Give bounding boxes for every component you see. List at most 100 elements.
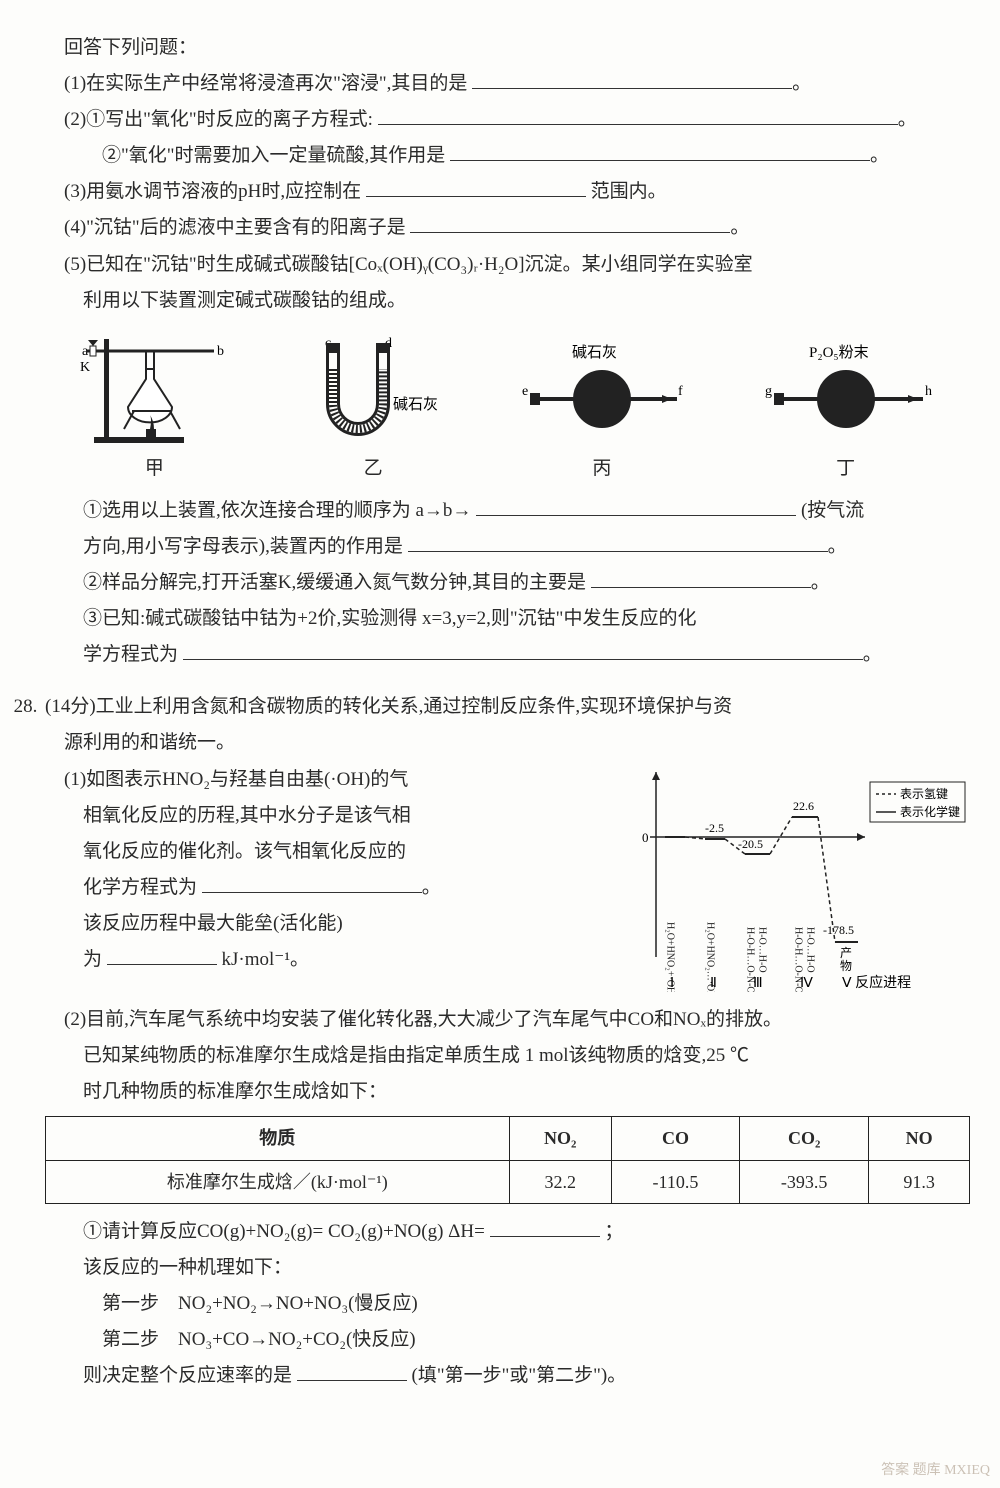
q28-p1f-a: 为 — [83, 949, 102, 970]
q28-text-col: (1)如图表示HNO₂与羟基自由基(·OH)的气 相氧化反应的历程,其中水分子是… — [45, 762, 600, 979]
table-header-row: 物质 NO₂ CO CO₂ NO — [46, 1117, 970, 1160]
apparatus-row: a b K 甲 c d — [45, 329, 970, 487]
svg-text:-20.5: -20.5 — [738, 837, 763, 851]
q28-p1a: (1)如图表示HNO₂与羟基自由基(·OH)的气 — [45, 762, 600, 798]
svg-text:e: e — [522, 384, 528, 399]
q1-blank[interactable] — [472, 66, 792, 89]
energy-chart-svg: E/(kJ·mol⁻¹) 0 表示氢键 表示化学键 H₂O+HNO₂+·OH H… — [610, 762, 970, 992]
svg-text:物: 物 — [840, 959, 852, 973]
q2b: ②"氧化"时需要加入一定量硫酸,其作用是 。 — [45, 138, 970, 174]
svg-text:b: b — [217, 344, 224, 359]
q28-points: (14分) — [45, 696, 96, 717]
q28-p1f: 为 kJ·mol⁻¹。 — [45, 942, 600, 978]
q3-blank[interactable] — [366, 175, 586, 198]
q5-3a: ③已知:碱式碳酸钴中钴为+2价,实验测得 x=3,y=2,则"沉钴"中发生反应的… — [45, 601, 970, 637]
yi-label: 乙 — [364, 451, 383, 487]
svg-text:表示氢键: 表示氢键 — [900, 786, 948, 801]
q5-2-blank[interactable] — [591, 565, 811, 588]
q5-1c-blank[interactable] — [408, 529, 828, 552]
svg-text:-178.5: -178.5 — [823, 923, 854, 937]
q28-p2d-a: ①请计算反应CO(g)+NO₂(g)= CO₂(g)+NO(g) ΔH= — [83, 1221, 485, 1242]
q28-p2e: 该反应的一种机理如下： — [45, 1250, 970, 1286]
svg-text:H-O…H-O: H-O…H-O — [757, 927, 768, 973]
svg-text:产: 产 — [840, 946, 852, 960]
yi-material: 碱石灰 — [393, 396, 438, 413]
energy-chart: E/(kJ·mol⁻¹) 0 表示氢键 表示化学键 H₂O+HNO₂+·OH H… — [610, 762, 970, 1003]
svg-text:H-O…H-O: H-O…H-O — [805, 927, 816, 973]
period: 。 — [863, 644, 882, 665]
q4-text: (4)"沉钴"后的滤液中主要含有的阳离子是 — [64, 217, 406, 238]
period: 。 — [898, 109, 917, 130]
q28-p2d-blank[interactable] — [490, 1214, 600, 1237]
q3b-text: 范围内。 — [591, 181, 667, 202]
val-no: 91.3 — [869, 1160, 970, 1203]
q28-stem1: 28.(14分)工业上利用含氮和含碳物质的转化关系,通过控制反应条件,实现环境保… — [45, 689, 970, 725]
apparatus-jia: a b K 甲 — [74, 329, 234, 487]
q28-p2b: 已知某纯物质的标准摩尔生成焓是指由指定单质生成 1 mol该纯物质的焓变,25 … — [45, 1038, 970, 1074]
q28-num: 28. — [0, 689, 37, 725]
svg-text:g: g — [765, 384, 772, 399]
ding-label: 丁 — [836, 451, 855, 487]
svg-text:Ⅲ: Ⅲ — [753, 976, 763, 991]
q28-p1b: 相氧化反应的历程,其中水分子是该气相 — [45, 798, 600, 834]
th-no: NO — [869, 1117, 970, 1160]
apparatus-bing: 碱石灰 e f 丙 — [512, 329, 692, 487]
q5-3b-blank[interactable] — [183, 637, 863, 660]
svg-text:Ⅴ 反应进程: Ⅴ 反应进程 — [842, 974, 911, 991]
val-co: -110.5 — [611, 1160, 739, 1203]
q28-p1d-blank[interactable] — [202, 870, 422, 893]
enthalpy-table: 物质 NO₂ CO CO₂ NO 标准摩尔生成焓／(kJ·mol⁻¹) 32.2… — [45, 1116, 970, 1203]
th-co2: CO₂ — [739, 1117, 868, 1160]
th-co: CO — [611, 1117, 739, 1160]
svg-text:Ⅱ: Ⅱ — [710, 976, 717, 991]
q28-p1f-blank[interactable] — [107, 942, 217, 965]
q28-step2: 第二步 NO₃+CO→NO₂+CO₂(快反应) — [45, 1322, 970, 1358]
q3: (3)用氨水调节溶液的pH时,应控制在 范围内。 — [45, 174, 970, 210]
svg-text:K: K — [80, 360, 90, 375]
q28-p2f: 则决定整个反应速率的是 (填"第一步"或"第二步")。 — [45, 1358, 970, 1394]
q2a-text: (2)①写出"氧化"时反应的离子方程式: — [64, 109, 373, 130]
q1: (1)在实际生产中经常将浸渣再次"溶浸",其目的是 。 — [45, 66, 970, 102]
period: 。 — [870, 145, 889, 166]
apparatus-yi-svg: c d 碱石灰 — [293, 329, 453, 449]
q28-p1c: 氧化反应的催化剂。该气相氧化反应的 — [45, 834, 600, 870]
intro: 回答下列问题： — [45, 30, 970, 66]
svg-text:Ⅳ: Ⅳ — [800, 976, 813, 991]
q28-p1d-text: 化学方程式为 — [83, 877, 197, 898]
q28-p2f-a: 则决定整个反应速率的是 — [83, 1365, 292, 1386]
apparatus-bing-svg: 碱石灰 e f — [512, 329, 692, 449]
q2b-blank[interactable] — [450, 138, 870, 161]
svg-text:表示化学键: 表示化学键 — [900, 804, 960, 819]
q5-1a: ①选用以上装置,依次连接合理的顺序为 a→b→ (按气流 — [45, 493, 970, 529]
q5-1a-blank[interactable] — [476, 493, 796, 516]
q2a-blank[interactable] — [378, 102, 898, 125]
q5-2-text: ②样品分解完,打开活塞K,缓缓通入氮气数分钟,其目的主要是 — [83, 572, 586, 593]
bing-label: 丙 — [592, 451, 611, 487]
q5b: 利用以下装置测定碱式碳酸钴的组成。 — [45, 283, 970, 319]
q28-p1e: 该反应历程中最大能垒(活化能) — [45, 906, 600, 942]
val-co2: -393.5 — [739, 1160, 868, 1203]
q28-p2c: 时几种物质的标准摩尔生成焓如下： — [45, 1074, 970, 1110]
q5-2: ②样品分解完,打开活塞K,缓缓通入氮气数分钟,其目的主要是 。 — [45, 565, 970, 601]
apparatus-jia-svg: a b K — [74, 329, 234, 449]
q5-1c: 方向,用小写字母表示),装置丙的作用是 。 — [45, 529, 970, 565]
q28-p2a: (2)目前,汽车尾气系统中均安装了催化转化器,大大减少了汽车尾气中CO和NOₓ的… — [45, 1002, 970, 1038]
q28: 28.(14分)工业上利用含氮和含碳物质的转化关系,通过控制反应条件,实现环境保… — [45, 689, 970, 1394]
q28-p2d-b: ； — [604, 1221, 623, 1242]
q28-p2f-blank[interactable] — [297, 1358, 407, 1381]
q28-stem2: 源利用的和谐统一。 — [45, 725, 970, 761]
q28-p1f-b: kJ·mol⁻¹。 — [222, 949, 310, 970]
period: 。 — [828, 536, 847, 557]
q2a: (2)①写出"氧化"时反应的离子方程式: 。 — [45, 102, 970, 138]
q28-stem1-text: 工业上利用含氮和含碳物质的转化关系,通过控制反应条件,实现环境保护与资 — [96, 696, 733, 717]
q28-step1: 第一步 NO₂+NO₂→NO+NO₃(慢反应) — [45, 1286, 970, 1322]
q4-blank[interactable] — [410, 211, 730, 234]
q28-p1d: 化学方程式为 。 — [45, 870, 600, 906]
apparatus-ding: P₂O₅粉末 g h 丁 — [751, 329, 941, 487]
svg-text:碱石灰: 碱石灰 — [572, 344, 617, 361]
period: 。 — [792, 73, 811, 94]
q5-1c-text: 方向,用小写字母表示),装置丙的作用是 — [83, 536, 403, 557]
svg-text:Ⅰ: Ⅰ — [670, 976, 674, 991]
q28-p2d: ①请计算反应CO(g)+NO₂(g)= CO₂(g)+NO(g) ΔH= ； — [45, 1214, 970, 1250]
svg-text:22.6: 22.6 — [793, 799, 814, 813]
